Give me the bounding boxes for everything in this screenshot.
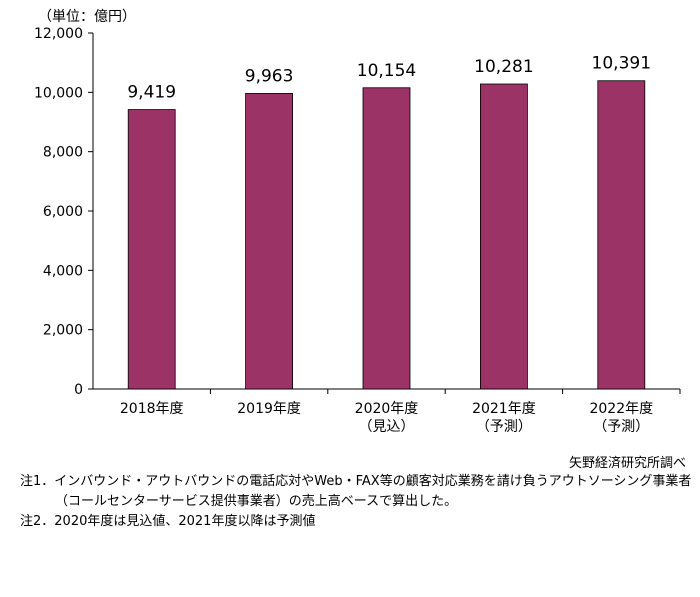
data-label: 9,963 [245, 66, 294, 86]
notes: 注1．インバウンド・アウトバウンドの電話応対やWeb・FAX等の顧客対応業務を請… [20, 472, 691, 532]
y-tick-label: 10,000 [34, 85, 83, 101]
x-tick-label: （予測） [476, 419, 532, 435]
plot-area: 0 2,000 4,000 6,000 8,000 10,000 12,000 9,419 20… [34, 26, 681, 435]
y-tick-label: 2,000 [43, 323, 83, 339]
note-2: 注2．2020年度は見込値、2021年度以降は予測値 [20, 514, 316, 529]
x-tick-label: 2019年度 [237, 401, 301, 417]
source-label: 矢野経済研究所調べ [568, 456, 686, 471]
y-tick-label: 12,000 [34, 26, 83, 42]
x-tick-label: 2022年度 [589, 401, 653, 417]
data-label: 9,419 [127, 83, 176, 103]
unit-label: （単位：億円） [38, 9, 136, 25]
y-tick-label: 8,000 [43, 145, 83, 161]
x-tick-label: 2018年度 [120, 401, 184, 417]
bar [127, 109, 176, 390]
note-1-continued: （コールセンターサービス提供事業者）の売上高ベースで算出した。 [55, 494, 458, 509]
note-1: 注1．インバウンド・アウトバウンドの電話応対やWeb・FAX等の顧客対応業務を請… [20, 474, 692, 489]
bar [245, 93, 294, 390]
y-tick-label: 6,000 [43, 204, 83, 220]
y-tick-label: 0 [74, 382, 83, 398]
data-label: 10,281 [474, 57, 533, 77]
bar [479, 83, 528, 390]
y-tick-label: 4,000 [43, 263, 83, 279]
data-label: 10,154 [357, 61, 416, 81]
bar [597, 80, 646, 390]
data-label: 10,391 [592, 54, 651, 74]
x-tick-label: （見込） [359, 419, 415, 435]
x-tick-label: 2020年度 [355, 401, 419, 417]
x-tick-label: （予測） [593, 419, 649, 435]
bar [362, 87, 411, 390]
x-tick-label: 2021年度 [472, 401, 536, 417]
bar-chart: 0 2,000 4,000 6,000 8,000 10,000 12,000 9,419 20… [34, 26, 681, 435]
